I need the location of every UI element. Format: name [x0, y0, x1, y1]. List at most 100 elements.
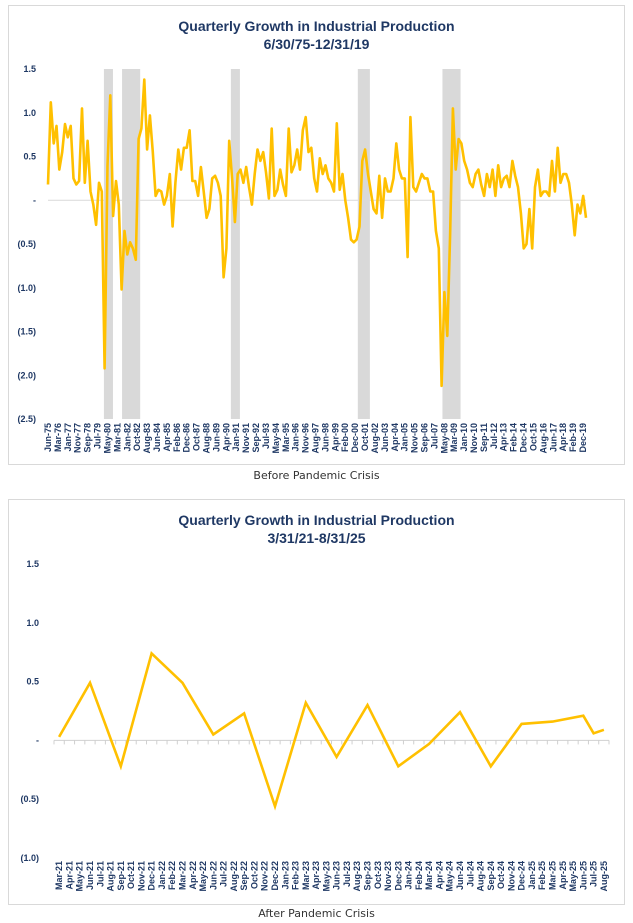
- x-tick-label: Oct-87: [192, 423, 202, 451]
- x-tick-label: Dec-24: [517, 861, 527, 891]
- x-tick-label: Feb-25: [537, 861, 547, 890]
- caption-before: Before Pandemic Crisis: [253, 469, 380, 482]
- x-tick-label: Dec-14: [519, 423, 529, 453]
- x-tick-label: May-21: [75, 861, 85, 892]
- x-tick-label: Apr-25: [558, 861, 568, 890]
- x-tick-label: Jun-89: [211, 423, 221, 452]
- x-tick-label: Dec-00: [350, 423, 360, 453]
- y-tick-label: 1.5: [26, 559, 39, 569]
- x-tick-label: Jul-24: [465, 861, 475, 887]
- x-tick-label: Mar-81: [112, 423, 122, 452]
- y-tick-label: 0.5: [23, 152, 36, 162]
- x-tick-label: Jun-98: [320, 423, 330, 452]
- x-tick-label: Nov-96: [301, 423, 311, 453]
- x-tick-label: Aug-97: [311, 423, 321, 454]
- x-tick-label: Jan-77: [63, 423, 73, 452]
- x-tick-label: Feb-22: [167, 861, 177, 890]
- y-tick-label: -: [36, 735, 39, 745]
- x-tick-label: Nov-05: [410, 423, 420, 453]
- recession-shade: [103, 69, 113, 419]
- x-tick-label: Apr-22: [188, 861, 198, 890]
- x-tick-label: May-23: [321, 861, 331, 892]
- y-tick-label: 1.5: [23, 64, 36, 74]
- x-tick-label: Jan-10: [459, 423, 469, 452]
- x-tick-label: Jul-07: [429, 423, 439, 449]
- x-tick-label: Dec-21: [147, 861, 157, 891]
- x-tick-label: Jun-17: [548, 423, 558, 452]
- y-tick-label: 0.5: [26, 677, 39, 687]
- x-tick-label: Oct-24: [496, 861, 506, 889]
- series-line: [57, 650, 605, 811]
- x-tick-label: Mar-21: [54, 861, 64, 890]
- x-tick-label: Dec-23: [393, 861, 403, 891]
- x-tick-label: Feb-86: [172, 423, 182, 452]
- x-tick-label: Nov-10: [469, 423, 479, 453]
- x-tick-label: May-25: [568, 861, 578, 892]
- chart-subtitle: 6/30/75-12/31/19: [263, 36, 370, 52]
- recession-shade: [230, 69, 240, 419]
- x-tick-label: Dec-22: [270, 861, 280, 891]
- chart-title: Quarterly Growth in Industrial Productio…: [178, 18, 455, 34]
- x-tick-label: Nov-91: [241, 423, 251, 453]
- x-tick-label: Mar-23: [301, 861, 311, 890]
- x-tick-label: Aug-24: [476, 861, 486, 892]
- chart-title: Quarterly Growth in Industrial Productio…: [178, 512, 455, 528]
- x-tick-label: Feb-23: [291, 861, 301, 890]
- x-tick-label: Jan-96: [291, 423, 301, 452]
- x-tick-label: Jun-22: [208, 861, 218, 890]
- chart-after-pandemic: 1.51.00.5-(0.5)(1.0)Mar-21 Apr-21 May-21 Ju…: [20, 559, 610, 892]
- y-tick-label: (1.0): [17, 283, 36, 293]
- x-tick-label: Dec-86: [182, 423, 192, 453]
- y-tick-label: 1.0: [26, 618, 39, 628]
- recession-shade: [357, 69, 370, 419]
- x-tick-label: Oct-21: [126, 861, 136, 889]
- x-tick-label: Jul-93: [261, 423, 271, 449]
- x-tick-label: Mar-24: [424, 861, 434, 890]
- x-tick-label: May-94: [271, 423, 281, 454]
- y-tick-label: 1.0: [23, 108, 36, 118]
- chart-panel-before: Quarterly Growth in Industrial Productio…: [8, 5, 625, 465]
- x-tick-label: Nov-21: [136, 861, 146, 891]
- x-tick-label: Jan-91: [231, 423, 241, 452]
- x-tick-label: Dec-19: [578, 423, 588, 453]
- x-tick-label: Jul-79: [93, 423, 103, 449]
- x-tick-label: Jan-24: [404, 861, 414, 890]
- x-tick-label: Aug-83: [142, 423, 152, 454]
- x-tick-label: Oct-15: [529, 423, 539, 451]
- x-tick-label: Jul-12: [489, 423, 499, 449]
- x-tick-label: Nov-24: [506, 861, 516, 891]
- x-tick-label: Sep-78: [83, 423, 93, 453]
- x-tick-label: Mar-76: [53, 423, 63, 452]
- y-tick-label: (1.0): [20, 853, 39, 863]
- x-tick-label: Aug-22: [229, 861, 239, 892]
- x-tick-label: Jul-23: [342, 861, 352, 887]
- x-tick-label: Oct-82: [132, 423, 142, 451]
- x-tick-label: Sep-23: [363, 861, 373, 891]
- chart-subtitle: 3/31/21-8/31/25: [267, 530, 366, 546]
- y-tick-label: (2.5): [17, 414, 36, 424]
- x-tick-label: Oct-01: [360, 423, 370, 451]
- x-tick-label: Sep-06: [420, 423, 430, 453]
- x-tick-label: Nov-23: [383, 861, 393, 891]
- x-tick-label: Jan-05: [400, 423, 410, 452]
- chart-before-pandemic: 1.5 1.0 0.5 - (0.5) (1.0) (1.5) (2.0) (2.5) Jun-7…: [17, 64, 588, 454]
- x-tick-label: Jun-23: [332, 861, 342, 890]
- x-tick-label: Mar-95: [281, 423, 291, 452]
- x-tick-label: Jun-84: [152, 423, 162, 452]
- x-tick-label: Apr-24: [434, 861, 444, 890]
- x-tick-label: Feb-00: [340, 423, 350, 452]
- x-tick-label: Sep-92: [251, 423, 261, 453]
- x-tick-label: Aug-88: [202, 423, 212, 454]
- x-tick-label: Jan-25: [527, 861, 537, 890]
- x-tick-label: Feb-14: [509, 423, 519, 452]
- chart-panel-after: Quarterly Growth in Industrial Productio…: [8, 499, 625, 905]
- x-tick-label: Mar-09: [449, 423, 459, 452]
- x-tick-label: Sep-22: [239, 861, 249, 891]
- x-tick-label: Sep-24: [486, 861, 496, 891]
- series-line: [46, 78, 588, 388]
- x-tick-label: Jan-22: [157, 861, 167, 890]
- x-tick-label: Mar-25: [548, 861, 558, 890]
- y-tick-label: (0.5): [20, 794, 39, 804]
- x-tick-label: Feb-24: [414, 861, 424, 890]
- y-tick-label: (0.5): [17, 239, 36, 249]
